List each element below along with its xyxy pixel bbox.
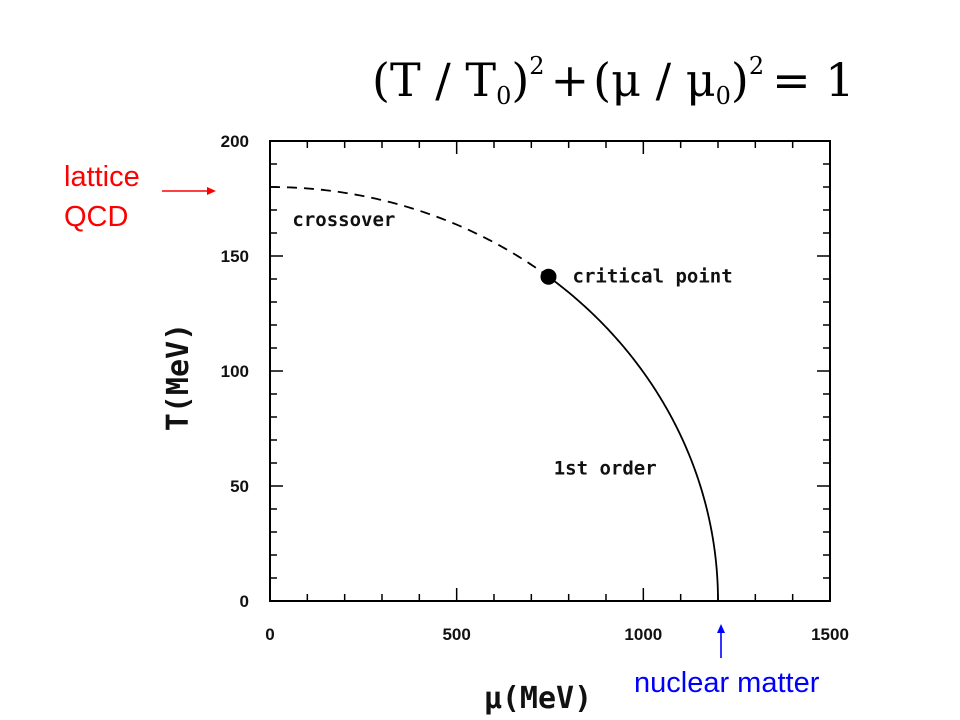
eq-exp-2: 2: [749, 52, 764, 80]
eq-part-2: (μ / μ: [593, 53, 715, 107]
x-tick-label: 500: [442, 625, 470, 644]
axis-ticks: [269, 140, 831, 602]
y-axis-label: T(MeV): [161, 323, 196, 431]
crossover-label: crossover: [292, 209, 395, 231]
y-tick-label: 50: [230, 477, 249, 496]
svg-text:(T / T0)2+(μ / μ0)2= 1: (T / T0)2 +(μ / μ0)2 = 1: [372, 52, 855, 110]
x-tick-label: 1000: [624, 625, 662, 644]
tick-labels: 0 500 1000 1500 0 50 100 150 200: [221, 132, 849, 644]
nuclear-arrow-icon: [717, 624, 725, 658]
eq-part-1: (T / T: [372, 53, 496, 107]
crossover-line: [269, 186, 550, 278]
x-tick-label: 0: [265, 625, 274, 644]
eq-rparen-1: ): [511, 53, 529, 107]
eq-rhs: = 1: [772, 53, 854, 107]
critical-point-label: critical point: [573, 266, 733, 288]
lattice-label-line2: QCD: [64, 201, 128, 233]
y-tick-label: 150: [221, 247, 249, 266]
x-axis-label: μ(MeV): [484, 681, 592, 716]
eq-plus: +: [551, 53, 590, 107]
y-tick-label: 0: [240, 592, 249, 611]
first-order-line: [547, 275, 719, 602]
eq-sub-1: 0: [496, 82, 511, 110]
critical-point-marker: [540, 268, 557, 285]
eq-exp-1: 2: [529, 52, 544, 80]
x-tick-label: 1500: [811, 625, 849, 644]
equation: (T / T0)2 +(μ / μ0)2 = 1: [372, 52, 855, 110]
y-tick-label: 100: [221, 362, 249, 381]
eq-sub-2: 0: [716, 82, 731, 110]
nuclear-matter-label: nuclear matter: [634, 667, 820, 699]
lattice-arrow-icon: [162, 187, 216, 195]
eq-rparen-2: ): [731, 53, 749, 107]
y-tick-label: 200: [221, 132, 249, 151]
lattice-label-line1: lattice: [64, 161, 140, 193]
first-order-label: 1st order: [554, 458, 657, 480]
